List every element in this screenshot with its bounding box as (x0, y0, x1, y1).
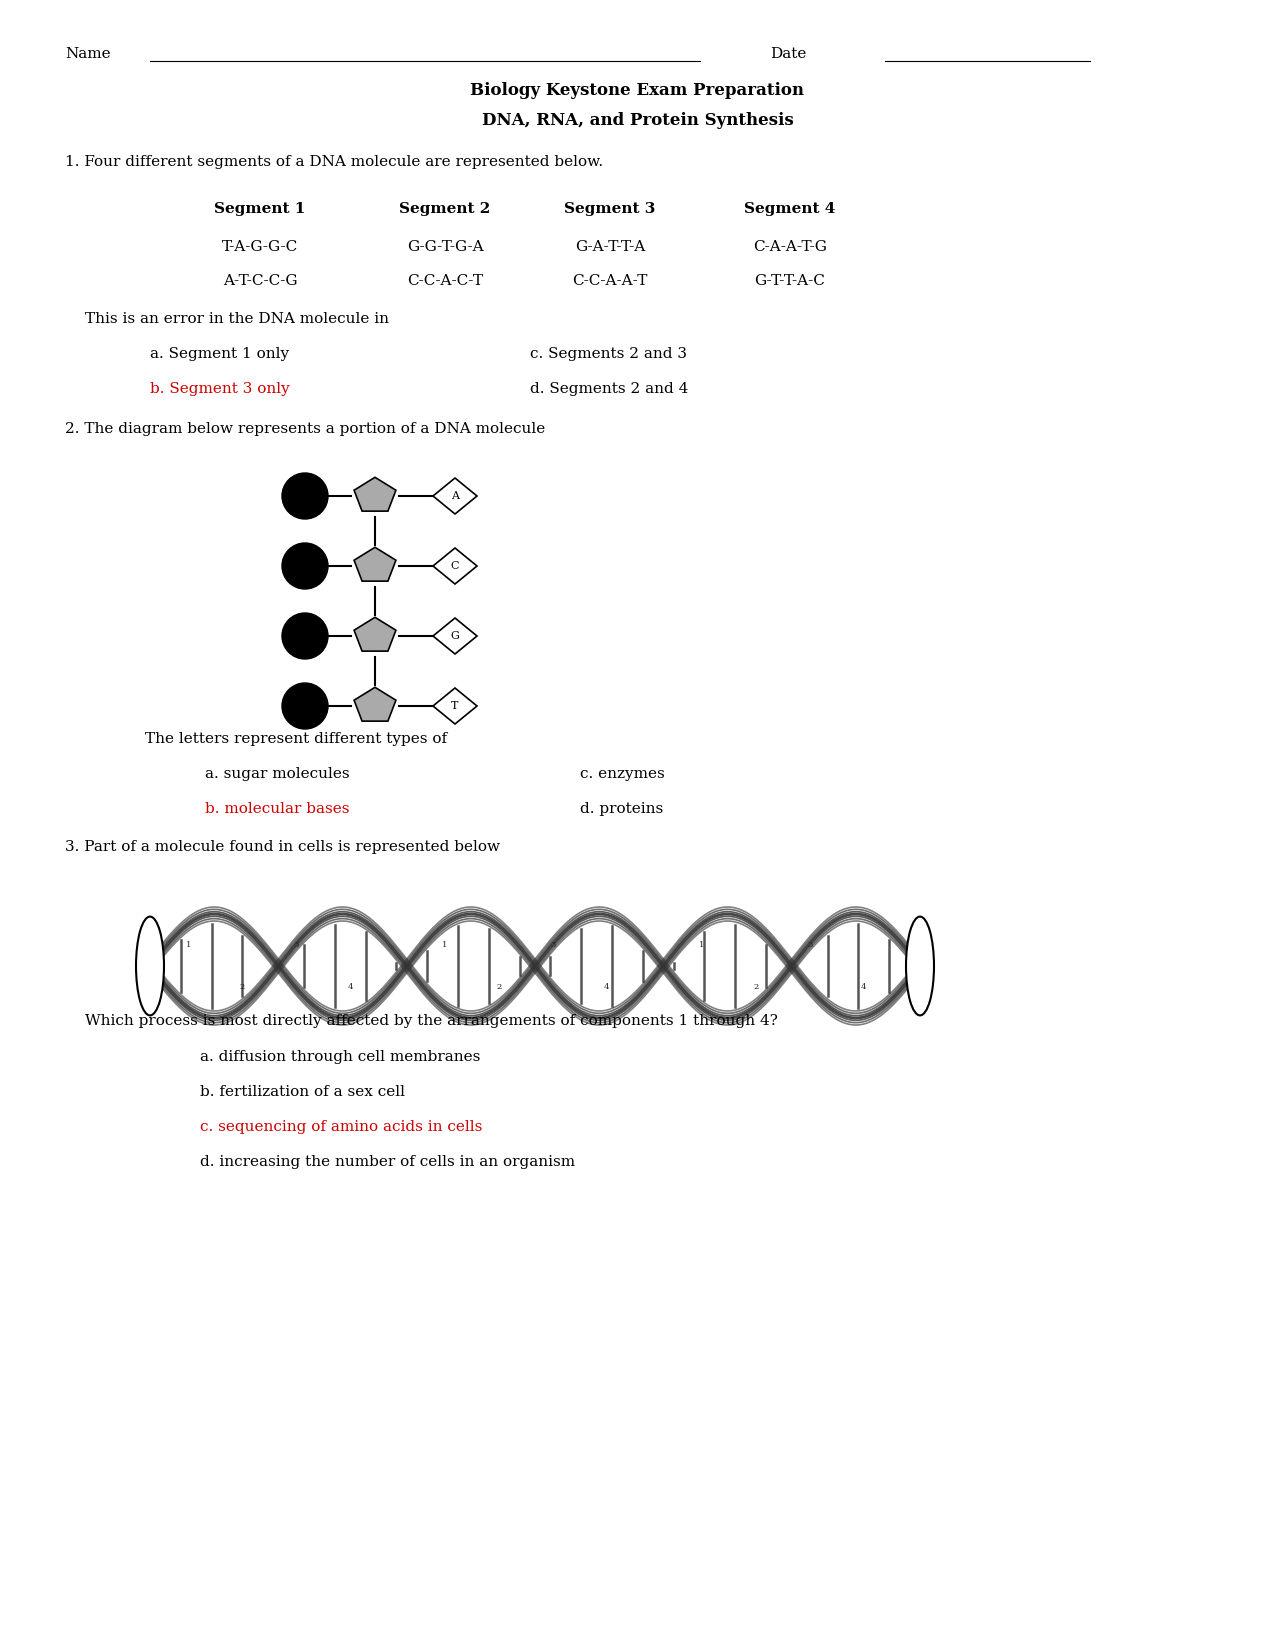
Text: c. Segments 2 and 3: c. Segments 2 and 3 (530, 347, 687, 362)
Text: 2: 2 (754, 982, 759, 991)
Text: 1: 1 (699, 941, 705, 949)
Text: a. diffusion through cell membranes: a. diffusion through cell membranes (200, 1050, 481, 1063)
Text: 2: 2 (496, 982, 501, 991)
Text: 3: 3 (293, 941, 298, 949)
Text: 2. The diagram below represents a portion of a DNA molecule: 2. The diagram below represents a portio… (65, 423, 546, 436)
Text: 1: 1 (442, 941, 448, 949)
Text: d. Segments 2 and 4: d. Segments 2 and 4 (530, 381, 688, 396)
Text: 1: 1 (186, 941, 191, 949)
Text: Segment 4: Segment 4 (745, 201, 835, 216)
Text: A: A (451, 490, 459, 500)
Text: b. fertilization of a sex cell: b. fertilization of a sex cell (200, 1085, 405, 1100)
Text: a. sugar molecules: a. sugar molecules (205, 768, 349, 781)
Text: 3. Part of a molecule found in cells is represented below: 3. Part of a molecule found in cells is … (65, 840, 500, 854)
Text: G-G-T-G-A: G-G-T-G-A (407, 239, 483, 254)
Text: Biology Keystone Exam Preparation: Biology Keystone Exam Preparation (470, 83, 805, 99)
Circle shape (282, 684, 328, 730)
Text: Segment 2: Segment 2 (399, 201, 491, 216)
Text: 3: 3 (551, 941, 556, 949)
Text: This is an error in the DNA molecule in: This is an error in the DNA molecule in (85, 312, 389, 325)
Text: a. Segment 1 only: a. Segment 1 only (150, 347, 289, 362)
Text: c. sequencing of amino acids in cells: c. sequencing of amino acids in cells (200, 1119, 482, 1134)
Text: G: G (450, 631, 459, 641)
Text: c. enzymes: c. enzymes (580, 768, 664, 781)
Text: Segment 3: Segment 3 (565, 201, 655, 216)
Text: C-A-A-T-G: C-A-A-T-G (754, 239, 827, 254)
Polygon shape (354, 617, 397, 650)
Text: 4: 4 (604, 982, 609, 991)
Text: C: C (451, 561, 459, 571)
Text: C-C-A-A-T: C-C-A-A-T (572, 274, 648, 287)
Polygon shape (434, 479, 477, 513)
Polygon shape (434, 688, 477, 725)
Text: Which process is most directly affected by the arrangements of components 1 thro: Which process is most directly affected … (85, 1014, 778, 1029)
Circle shape (282, 613, 328, 659)
Text: T: T (451, 702, 459, 712)
Text: G-A-T-T-A: G-A-T-T-A (575, 239, 645, 254)
Text: DNA, RNA, and Protein Synthesis: DNA, RNA, and Protein Synthesis (482, 112, 793, 129)
Circle shape (282, 472, 328, 518)
Text: G-T-T-A-C: G-T-T-A-C (755, 274, 825, 287)
Text: 1. Four different segments of a DNA molecule are represented below.: 1. Four different segments of a DNA mole… (65, 155, 603, 168)
Text: b. molecular bases: b. molecular bases (205, 802, 349, 816)
Text: A-T-C-C-G: A-T-C-C-G (223, 274, 297, 287)
Polygon shape (434, 548, 477, 584)
Circle shape (282, 543, 328, 589)
Ellipse shape (907, 916, 935, 1015)
Polygon shape (354, 687, 397, 721)
Polygon shape (354, 546, 397, 581)
Polygon shape (354, 477, 397, 512)
Text: T-A-G-G-C: T-A-G-G-C (222, 239, 298, 254)
Text: b. Segment 3 only: b. Segment 3 only (150, 381, 289, 396)
Ellipse shape (136, 916, 164, 1015)
Polygon shape (434, 617, 477, 654)
Text: d. proteins: d. proteins (580, 802, 663, 816)
Text: Name: Name (65, 46, 111, 61)
Text: d. increasing the number of cells in an organism: d. increasing the number of cells in an … (200, 1156, 575, 1169)
Text: C-C-A-C-T: C-C-A-C-T (407, 274, 483, 287)
Text: 4: 4 (348, 982, 353, 991)
Text: 3: 3 (807, 941, 812, 949)
Text: Segment 1: Segment 1 (214, 201, 306, 216)
Text: Date: Date (770, 46, 806, 61)
Text: 2: 2 (240, 982, 245, 991)
Text: 4: 4 (861, 982, 866, 991)
Text: The letters represent different types of: The letters represent different types of (145, 731, 448, 746)
